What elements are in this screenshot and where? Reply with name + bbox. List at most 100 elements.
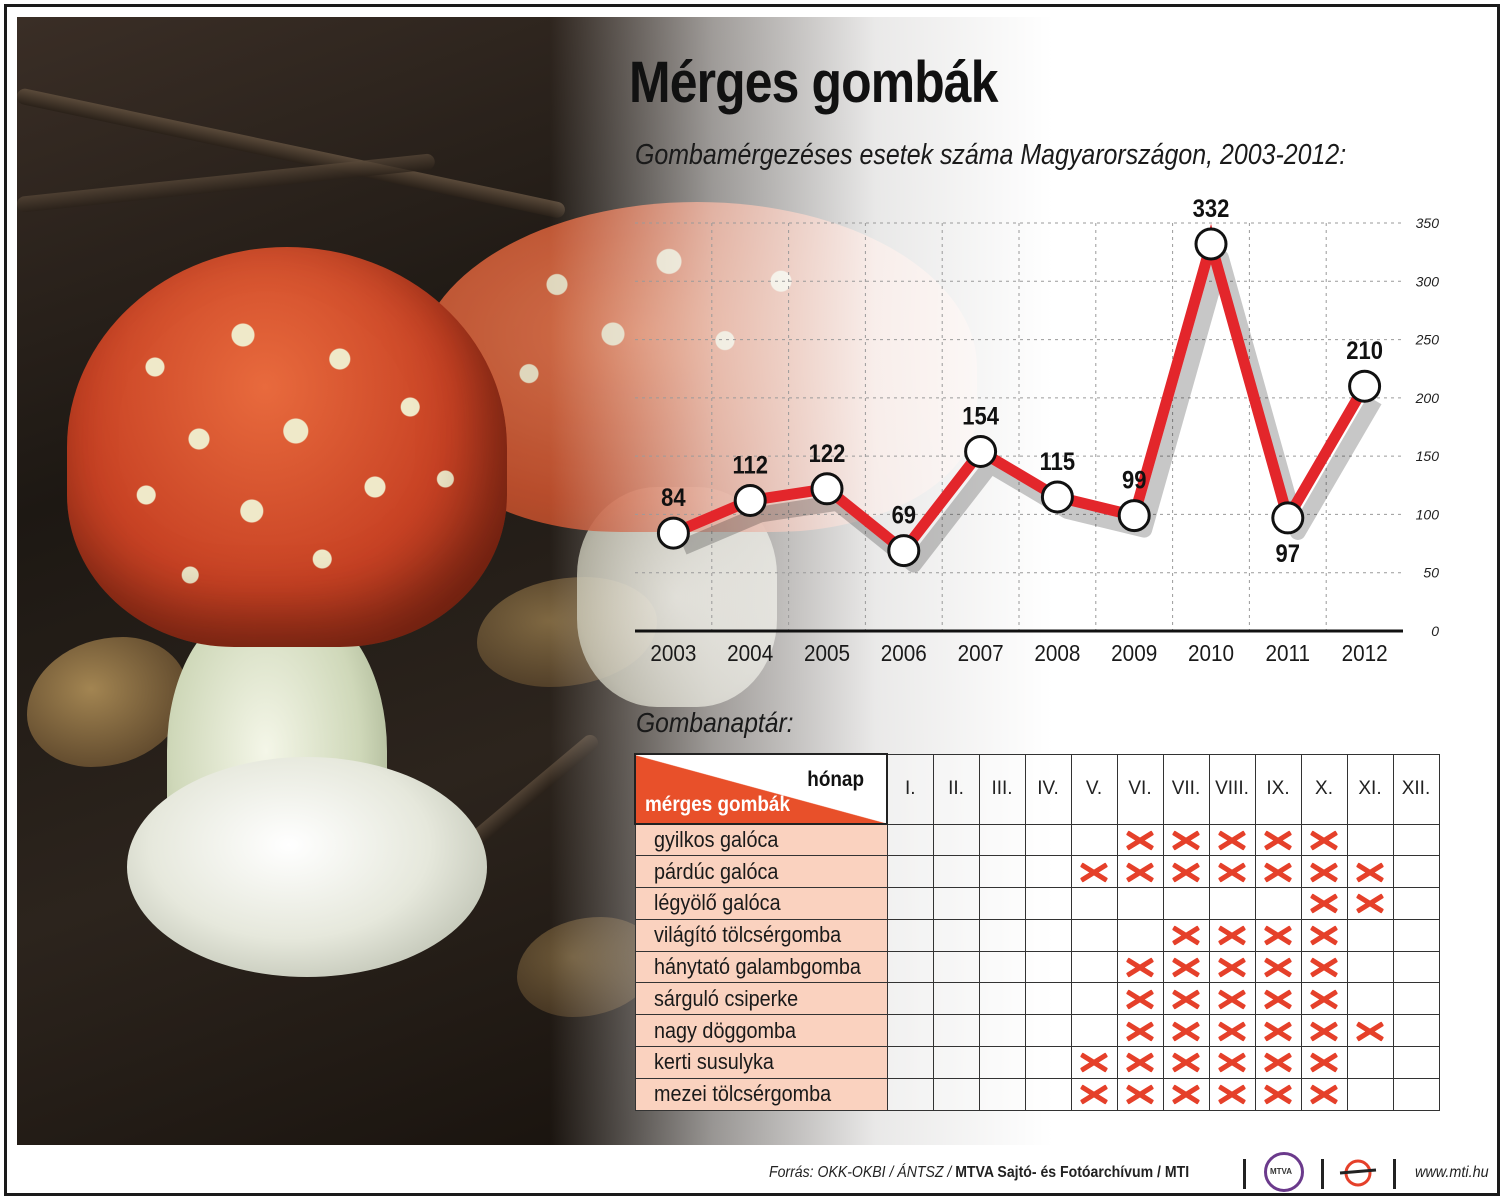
month-cell <box>932 982 980 1016</box>
month-header: VIII. <box>1208 753 1256 825</box>
data-point <box>1040 480 1074 514</box>
month-cell <box>1346 887 1394 920</box>
y-tick-label: 50 <box>1423 565 1439 581</box>
x-axis-labels: 2003 2004 2005 2006 2007 2008 2009 2010 2011 2012 <box>650 640 1387 666</box>
month-cell <box>1300 1077 1348 1111</box>
month-cell <box>1254 855 1302 889</box>
month-cell <box>1346 855 1394 889</box>
header-month-label: hónap <box>807 768 864 791</box>
data-label: 332 <box>1193 195 1230 223</box>
footer: Forrás: OKK-OKBI / ÁNTSZ / MTVA Sajtó- é… <box>7 1147 1497 1193</box>
season-mark-icon <box>1079 1084 1109 1104</box>
data-label: 84 <box>661 484 685 512</box>
series-line <box>671 223 1370 559</box>
month-cell <box>1346 823 1394 857</box>
mtva-logo-icon <box>1264 1152 1304 1192</box>
mushroom-name-text: nagy döggomba <box>653 1017 796 1043</box>
season-mark-icon <box>1079 1052 1109 1072</box>
x-tick-label: 2011 <box>1266 640 1311 666</box>
month-cell <box>932 1046 980 1079</box>
month-cell <box>932 1014 980 1048</box>
month-cell <box>1254 982 1302 1016</box>
season-mark-icon <box>1171 830 1201 850</box>
mushroom-name-text: sárguló csiperke <box>653 985 798 1011</box>
season-mark-icon <box>1263 989 1293 1009</box>
month-cell <box>1070 1046 1118 1079</box>
season-mark-icon <box>1263 830 1293 850</box>
source-prefix: Forrás: OKK-OKBI / ÁNTSZ / <box>769 1164 956 1181</box>
season-mark-icon <box>1171 1084 1201 1104</box>
month-cell <box>1392 1077 1440 1111</box>
month-header: I. <box>886 753 934 825</box>
month-header: V. <box>1070 753 1118 825</box>
separator <box>1243 1159 1246 1189</box>
month-cell <box>1392 855 1440 889</box>
month-cell <box>1162 887 1210 920</box>
month-cell <box>1070 918 1118 952</box>
season-mark-icon <box>1309 1084 1339 1104</box>
season-mark-icon <box>1263 1052 1293 1072</box>
month-cell <box>1300 982 1348 1016</box>
month-cell <box>1300 1046 1348 1079</box>
x-tick-label: 2008 <box>1034 640 1080 666</box>
data-point <box>1117 499 1151 533</box>
season-mark-icon <box>1125 1021 1155 1041</box>
month-cell <box>1208 855 1256 889</box>
season-mark-icon <box>1125 1084 1155 1104</box>
month-cell <box>1346 950 1394 984</box>
month-cell <box>1024 1046 1072 1079</box>
data-label: 122 <box>809 439 846 467</box>
infographic-frame: Mérges gombák Gombamérgezéses esetek szá… <box>4 4 1500 1196</box>
month-cell <box>1392 823 1440 857</box>
month-cell <box>1346 918 1394 952</box>
table-row: kerti susulyka <box>634 1046 1440 1079</box>
month-cell <box>886 855 934 889</box>
season-mark-icon <box>1217 925 1247 945</box>
website-url: www.mti.hu <box>1415 1164 1489 1181</box>
month-cell <box>978 1046 1026 1079</box>
table-row: nagy döggomba <box>634 1014 1440 1048</box>
month-cell <box>1116 1014 1164 1048</box>
month-cell <box>1208 1046 1256 1079</box>
month-cell <box>1162 982 1210 1016</box>
separator <box>1393 1159 1396 1189</box>
data-point <box>810 472 844 506</box>
month-cell <box>1392 918 1440 952</box>
month-cell <box>1162 855 1210 889</box>
month-cell <box>1300 887 1348 920</box>
month-header: VII. <box>1162 753 1210 825</box>
season-mark-icon <box>1171 989 1201 1009</box>
month-cell <box>932 950 980 984</box>
month-cell <box>1300 855 1348 889</box>
month-cell <box>1162 1014 1210 1048</box>
month-cell <box>1208 918 1256 952</box>
month-cell <box>1162 1046 1210 1079</box>
mushroom-name: mezei tölcsérgomba <box>634 1077 888 1111</box>
month-header: II. <box>932 753 980 825</box>
mushroom-name: kerti susulyka <box>634 1046 888 1079</box>
month-cell <box>1254 887 1302 920</box>
season-mark-icon <box>1355 893 1385 913</box>
month-cell <box>886 1014 934 1048</box>
mushroom-name: légyölő galóca <box>634 887 888 920</box>
month-cell <box>1208 982 1256 1016</box>
month-cell <box>1116 1077 1164 1111</box>
x-tick-label: 2009 <box>1111 640 1157 666</box>
month-cell <box>1392 887 1440 920</box>
season-mark-icon <box>1217 830 1247 850</box>
page-title: Mérges gombák <box>629 50 998 115</box>
season-mark-icon <box>1125 862 1155 882</box>
x-tick-label: 2010 <box>1188 640 1234 666</box>
y-axis-ticks: 0 50 100 150 200 250 300 350 <box>1415 215 1440 639</box>
season-mark-icon <box>1217 989 1247 1009</box>
month-cell <box>1346 1014 1394 1048</box>
month-cell <box>1208 950 1256 984</box>
table-row: gyilkos galóca <box>634 823 1440 857</box>
month-cell <box>1024 855 1072 889</box>
data-point <box>1348 369 1382 403</box>
season-mark-icon <box>1217 862 1247 882</box>
month-cell <box>1208 823 1256 857</box>
month-cell <box>1254 823 1302 857</box>
month-cell <box>932 887 980 920</box>
series-markers <box>656 227 1382 568</box>
